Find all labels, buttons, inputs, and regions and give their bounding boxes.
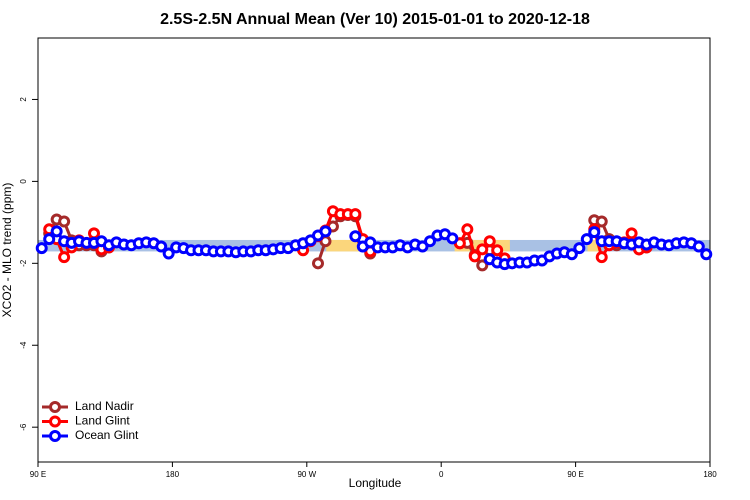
point [595,215,608,228]
legend-label: Land Glint [75,414,130,428]
point [312,257,324,270]
point [349,208,362,221]
y-tick-label: -2 [19,259,28,267]
x-tick-label: 0 [439,470,444,479]
point [461,223,474,236]
point [88,227,100,240]
point [700,248,713,261]
point [692,240,705,253]
point [468,250,481,263]
x-tick-label: 90 W [297,470,316,479]
legend-marker [49,401,61,413]
point [483,235,496,248]
point [446,232,459,245]
band [326,239,367,252]
chart-title: 2.5S-2.5N Annual Mean (Ver 10) 2015-01-0… [160,11,590,28]
x-tick-label: 180 [703,470,717,479]
point [416,240,429,253]
point [162,247,175,260]
point [476,259,489,272]
y-tick-label: -6 [19,423,28,431]
point [58,251,71,264]
y-axis-label: XCO2 - MLO trend (ppm) [0,183,14,318]
y-tick-label: -4 [19,341,28,349]
point [476,243,489,256]
legend-label: Land Nadir [75,399,134,413]
point [491,244,504,257]
y-tick-label: 2 [19,97,28,102]
point [595,251,608,264]
x-tick-label: 180 [166,470,180,479]
legend-marker [49,415,61,428]
x-tick-label: 90 E [567,470,583,479]
x-axis-label: Longitude [349,476,402,490]
point [565,248,578,261]
point [625,227,638,240]
point [588,226,601,239]
x-tick-label: 90 E [30,470,46,479]
point [424,235,436,248]
legend-marker [49,430,61,442]
legend-label: Ocean Glint [75,428,139,442]
point [58,215,71,228]
point [43,233,56,246]
point [580,233,593,246]
point [349,230,362,243]
band [587,239,600,252]
y-tick-label: 0 [19,179,28,184]
point [50,225,63,238]
point [35,242,48,255]
point [155,240,168,253]
point [573,242,586,255]
point [319,225,332,238]
